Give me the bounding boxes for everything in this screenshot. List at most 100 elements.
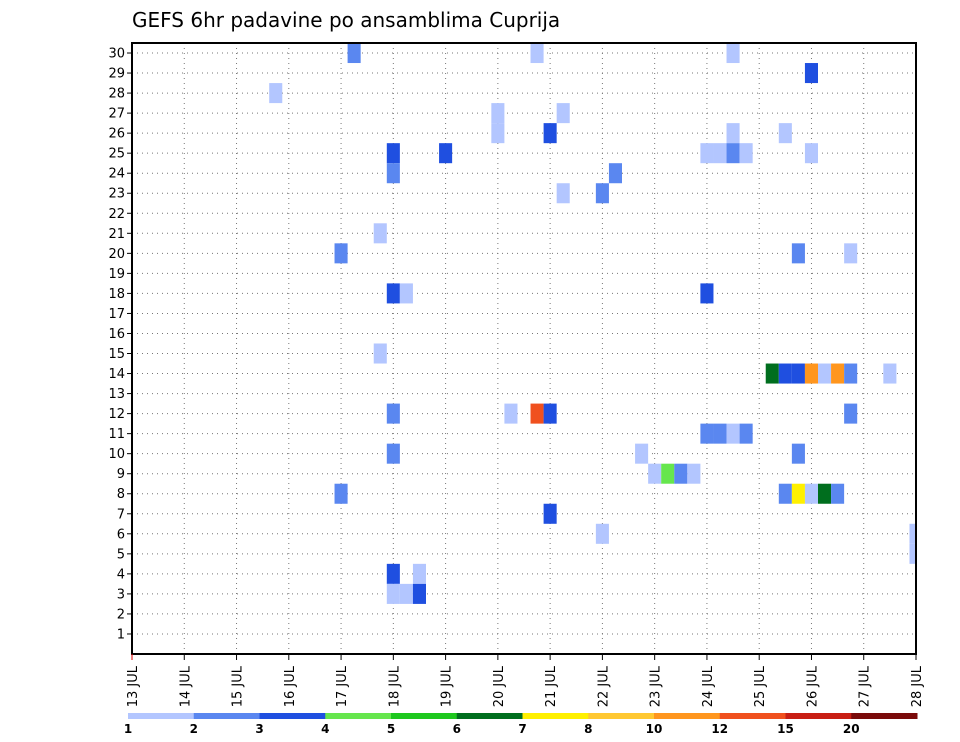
- y-tick-label: 23: [108, 187, 125, 202]
- precip-cell: [844, 243, 858, 264]
- x-tick-label: 18 JUL: [387, 665, 402, 707]
- precip-cell: [595, 523, 609, 544]
- precip-cell: [543, 403, 557, 424]
- colorbar-label: 20: [843, 722, 860, 736]
- colorbar-label: 10: [646, 722, 663, 736]
- precip-cell: [739, 423, 753, 444]
- precip-cell: [334, 483, 348, 504]
- x-tick-label: 24 JUL: [701, 665, 716, 707]
- y-tick-label: 2: [117, 607, 125, 622]
- precip-cell: [504, 403, 518, 424]
- colorbar-swatch: [193, 713, 260, 719]
- colorbar-swatch: [785, 713, 852, 719]
- precip-cell: [883, 363, 897, 384]
- precip-cell: [334, 243, 348, 264]
- y-tick-label: 22: [108, 207, 125, 222]
- x-tick-label: 26 JUL: [805, 665, 820, 707]
- y-tick-label: 7: [117, 507, 125, 522]
- x-tick-label: 16 JUL: [283, 665, 298, 707]
- colorbar-swatch: [259, 713, 326, 719]
- y-tick-label: 19: [108, 267, 125, 282]
- precip-cell: [778, 363, 792, 384]
- precip-cell: [804, 363, 818, 384]
- colorbar-swatch: [719, 713, 786, 719]
- y-tick-label: 4: [117, 567, 125, 582]
- y-tick-label: 29: [108, 67, 125, 82]
- precip-cell: [595, 183, 609, 204]
- colorbar-label: 6: [453, 722, 461, 736]
- precip-cell: [399, 283, 413, 304]
- precip-cell: [700, 283, 714, 304]
- y-tick-label: 5: [117, 547, 125, 562]
- precip-cell: [791, 243, 805, 264]
- y-tick-label: 25: [108, 147, 125, 162]
- precip-cell: [556, 183, 570, 204]
- precip-cell: [909, 543, 916, 564]
- precip-cell: [700, 423, 714, 444]
- precip-cell: [543, 123, 557, 144]
- precip-cell: [347, 43, 361, 64]
- y-tick-label: 6: [117, 527, 125, 542]
- y-tick-label: 24: [108, 167, 125, 182]
- precip-cell: [412, 563, 426, 584]
- colorbar-label: 1: [124, 722, 132, 736]
- x-tick-label: 20 JUL: [492, 665, 507, 707]
- precip-cell: [674, 463, 688, 484]
- precip-cell: [661, 463, 675, 484]
- y-tick-label: 20: [108, 247, 125, 262]
- x-tick-label: 21 JUL: [544, 665, 559, 707]
- x-tick-label: 13 JUL: [126, 665, 141, 707]
- colorbar-swatch: [128, 713, 195, 719]
- precip-cell: [635, 443, 649, 464]
- colorbar-swatch: [654, 713, 721, 719]
- precip-cell: [373, 343, 387, 364]
- precip-cell: [739, 143, 753, 164]
- y-tick-label: 26: [108, 127, 125, 142]
- y-tick-label: 10: [108, 447, 125, 462]
- precip-cells: [269, 43, 916, 604]
- y-tick-label: 12: [108, 407, 125, 422]
- y-tick-label: 13: [108, 387, 125, 402]
- precip-cell: [386, 283, 400, 304]
- precip-cell: [831, 363, 845, 384]
- precip-cell: [412, 583, 426, 604]
- colorbar-swatch: [522, 713, 589, 719]
- y-tick-label: 14: [108, 367, 125, 382]
- precip-cell: [791, 443, 805, 464]
- precip-cell: [713, 423, 727, 444]
- plot-frame: [131, 42, 917, 655]
- precip-cell: [687, 463, 701, 484]
- precip-cell: [648, 463, 662, 484]
- precip-cell: [726, 143, 740, 164]
- x-tick-label: 23 JUL: [649, 665, 664, 707]
- precip-cell: [713, 143, 727, 164]
- precip-cell: [399, 583, 413, 604]
- x-axis-ticks: 13 JUL 14 JUL 15 JUL 16 JUL 17 JUL 18 JUL 19 J…: [126, 654, 925, 707]
- precip-cell: [386, 563, 400, 584]
- precip-cell: [804, 143, 818, 164]
- x-tick-label: 28 JUL: [910, 665, 925, 707]
- colorbar-label: 4: [321, 722, 329, 736]
- precip-cell: [386, 143, 400, 164]
- precip-cell: [804, 483, 818, 504]
- y-tick-label: 18: [108, 287, 125, 302]
- precip-cell: [373, 223, 387, 244]
- precip-cell: [700, 143, 714, 164]
- y-tick-label: 16: [108, 327, 125, 342]
- y-tick-label: 28: [108, 87, 125, 102]
- precip-cell: [909, 523, 916, 544]
- x-tick-label: 22 JUL: [596, 665, 611, 707]
- precip-cell: [269, 83, 283, 104]
- x-tick-label: 17 JUL: [335, 665, 350, 707]
- y-tick-label: 27: [108, 107, 125, 122]
- precip-cell: [765, 363, 779, 384]
- precip-cell: [818, 483, 832, 504]
- precip-cell: [386, 583, 400, 604]
- precip-cell: [386, 163, 400, 184]
- precip-cell: [778, 483, 792, 504]
- colorbar-label: 5: [387, 722, 395, 736]
- colorbar-label: 8: [584, 722, 592, 736]
- colorbar-label: 3: [255, 722, 263, 736]
- x-tick-label: 27 JUL: [858, 665, 873, 707]
